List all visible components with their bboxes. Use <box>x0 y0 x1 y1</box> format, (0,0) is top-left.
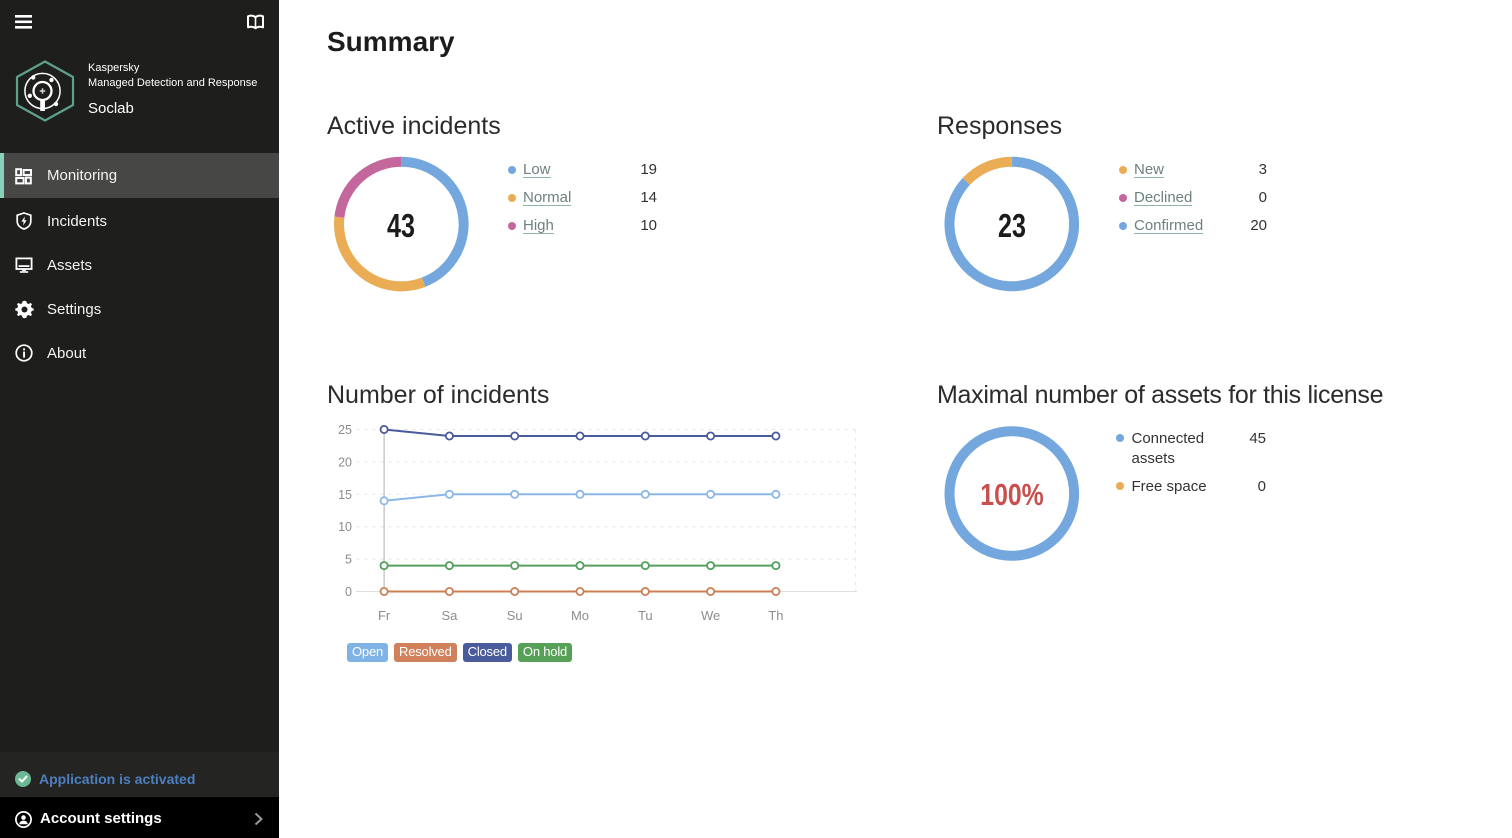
svg-text:Fr: Fr <box>378 608 391 623</box>
svg-text:20: 20 <box>338 455 352 469</box>
svg-text:Sa: Sa <box>441 608 458 623</box>
svg-text:Mo: Mo <box>571 608 589 623</box>
svg-text:0: 0 <box>345 585 352 599</box>
svg-text:Su: Su <box>507 608 523 623</box>
svg-text:We: We <box>701 608 720 623</box>
svg-text:15: 15 <box>338 488 352 502</box>
svg-text:25: 25 <box>338 423 352 437</box>
svg-text:Tu: Tu <box>638 608 653 623</box>
svg-text:Th: Th <box>768 608 783 623</box>
svg-text:10: 10 <box>338 520 352 534</box>
svg-text:5: 5 <box>345 553 352 567</box>
